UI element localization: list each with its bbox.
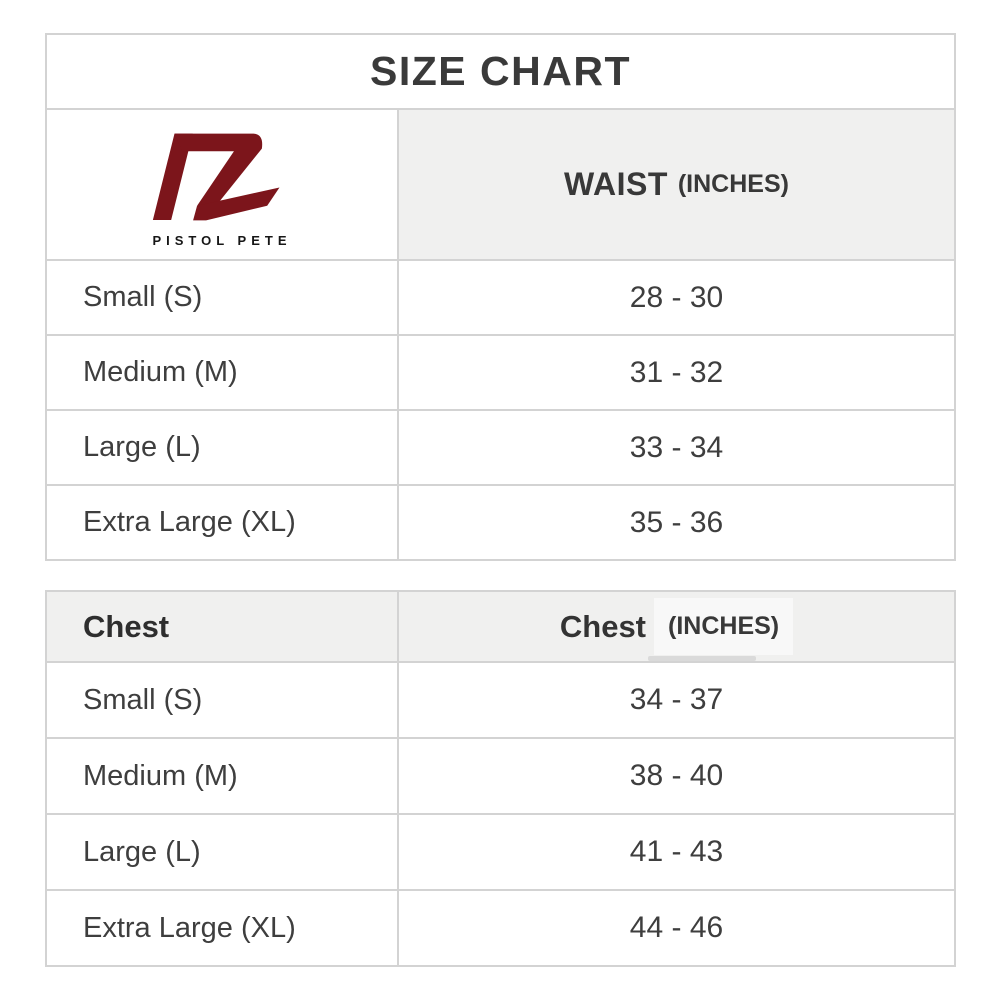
range-value: 35 - 36 <box>629 505 724 539</box>
size-label: Small (S) <box>83 281 203 313</box>
chest-header-label: Chest <box>559 608 647 644</box>
table-row: 31 - 32 <box>399 336 954 409</box>
chest-header-unit: (INCHES) <box>654 598 794 655</box>
table-row: 44 - 46 <box>399 891 954 965</box>
table-row: 34 - 37 <box>399 663 954 737</box>
table-row: 35 - 36 <box>399 486 954 559</box>
range-value: 44 - 46 <box>629 911 724 944</box>
table-row: 28 - 30 <box>399 261 954 334</box>
table-row: Large (L) <box>47 411 397 484</box>
size-label: Large (L) <box>83 431 201 463</box>
brand-name: PISTOL PETE <box>152 232 292 248</box>
table-row: 41 - 43 <box>399 815 954 889</box>
size-label: Extra Large (XL) <box>83 506 296 538</box>
table-row: Large (L) <box>47 815 397 889</box>
waist-header-label: WAIST <box>564 166 668 202</box>
size-label: Small (S) <box>83 683 203 716</box>
table-row: Medium (M) <box>47 336 397 409</box>
waist-size-table: SIZE CHART PISTOL PETE WAIST (INCHES) Sm… <box>45 33 956 561</box>
table-row: Small (S) <box>47 663 397 737</box>
table-row: Extra Large (XL) <box>47 891 397 965</box>
brand-logo-cell: PISTOL PETE <box>47 110 397 259</box>
size-label: Extra Large (XL) <box>83 911 296 944</box>
pistol-pete-logo-icon <box>152 133 280 220</box>
range-value: 31 - 32 <box>629 355 724 389</box>
chest-column-header: Chest (INCHES) <box>399 592 954 661</box>
range-value: 33 - 34 <box>629 430 724 464</box>
waist-column-header: WAIST (INCHES) <box>399 110 954 259</box>
size-label: Medium (M) <box>83 759 238 792</box>
page-title: SIZE CHART <box>370 48 631 94</box>
table-row: 38 - 40 <box>399 739 954 813</box>
waist-header-unit: (INCHES) <box>677 170 789 198</box>
table-row: Small (S) <box>47 261 397 334</box>
chest-row-header: Chest <box>83 608 170 644</box>
range-value: 28 - 30 <box>629 280 724 314</box>
table-row: Extra Large (XL) <box>47 486 397 559</box>
size-chart-title-cell: SIZE CHART <box>47 35 954 108</box>
table-row: 33 - 34 <box>399 411 954 484</box>
range-value: 38 - 40 <box>629 759 724 792</box>
table-row: Medium (M) <box>47 739 397 813</box>
range-value: 41 - 43 <box>629 835 724 868</box>
chest-row-header-cell: Chest <box>47 592 397 661</box>
smudge-artifact <box>648 656 756 661</box>
size-label: Large (L) <box>83 835 201 868</box>
chest-size-table: Chest Chest (INCHES) Small (S) 34 - 37 M… <box>45 590 956 967</box>
size-label: Medium (M) <box>83 356 238 388</box>
range-value: 34 - 37 <box>629 683 724 716</box>
